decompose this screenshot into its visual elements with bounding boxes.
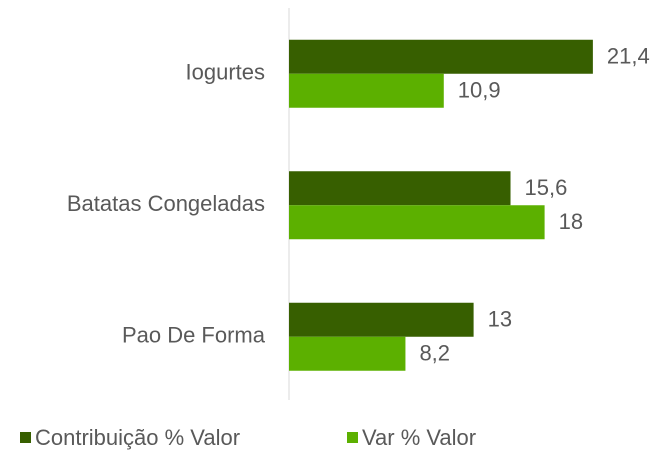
value-label: 18 <box>559 209 583 234</box>
y-tick-label: Batatas Congeladas <box>67 191 265 216</box>
bar <box>289 171 511 206</box>
y-tick-label: Iogurtes <box>186 60 266 85</box>
legend-swatch <box>20 432 31 443</box>
bar <box>289 205 545 240</box>
legend-swatch <box>347 432 358 443</box>
value-label: 13 <box>488 307 512 332</box>
y-tick-label: Pao De Forma <box>122 323 266 348</box>
value-label: 21,4 <box>607 44 650 69</box>
value-label: 15,6 <box>525 175 568 200</box>
legend-label: Contribuição % Valor <box>35 425 240 450</box>
value-label: 10,9 <box>458 78 501 103</box>
bar <box>289 39 593 74</box>
legend-label: Var % Valor <box>362 425 476 450</box>
bar <box>289 336 406 371</box>
bar <box>289 302 474 337</box>
bar <box>289 73 444 108</box>
value-label: 8,2 <box>419 341 450 366</box>
